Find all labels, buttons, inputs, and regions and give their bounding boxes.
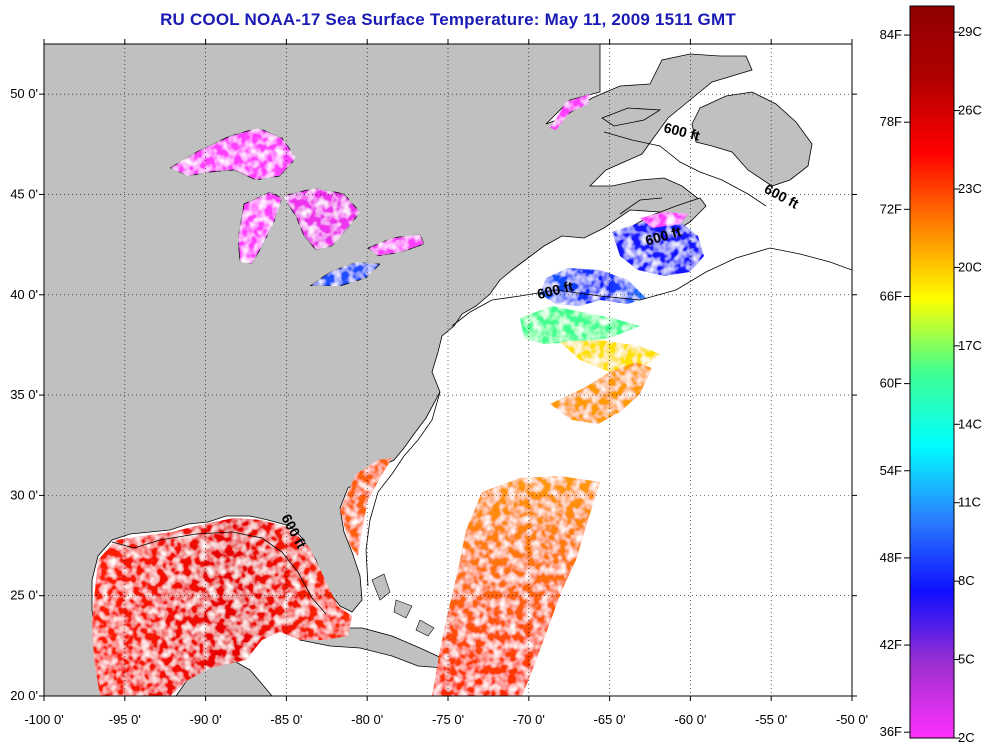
lat-tick-label: 35 0' (10, 387, 38, 402)
lon-tick-label: -80 0' (351, 712, 383, 727)
sst-gulf-stream-patch (550, 362, 652, 424)
lon-tick-label: -55 0' (755, 712, 787, 727)
lon-tick-label: -100 0' (24, 712, 63, 727)
land-bahamas (371, 573, 435, 637)
lat-tick-label: 20 0' (10, 688, 38, 703)
coordinate-grid (44, 44, 852, 696)
lake-huron (281, 187, 361, 251)
map-title: RU COOL NOAA-17 Sea Surface Temperature:… (160, 10, 736, 29)
lon-tick-label: -95 0' (109, 712, 141, 727)
lon-tick-label: -75 0' (432, 712, 464, 727)
sst-gulf-st-lawrence (640, 212, 688, 228)
lake-erie (308, 261, 381, 287)
land-north-america (44, 44, 753, 696)
lat-tick-label: 40 0' (10, 287, 38, 302)
lat-tick-label: 30 0' (10, 487, 38, 502)
sst-florida-east-coast (340, 458, 392, 556)
sst-scotian-shelf (612, 220, 704, 276)
sst-gulf-of-mexico (92, 518, 352, 696)
longitude-ticks: -100 0' -95 0' -90 0' -85 0' -80 0' -75 0' -70… (24, 39, 868, 727)
lat-tick-label: 25 0' (10, 588, 38, 603)
st-lawrence (550, 94, 590, 130)
lake-michigan (237, 191, 283, 265)
lon-tick-label: -85 0' (270, 712, 302, 727)
lon-tick-label: -50 0' (836, 712, 868, 727)
land-anticosti (601, 107, 662, 127)
lon-tick-label: -70 0' (513, 712, 545, 727)
lon-tick-label: -65 0' (594, 712, 626, 727)
latitude-ticks: 20 0' 25 0' 30 0' 35 0' 40 0' 45 0' 50 0' (10, 86, 857, 703)
lake-ontario (367, 233, 425, 257)
lat-tick-label: 50 0' (10, 86, 38, 101)
lon-tick-label: -60 0' (674, 712, 706, 727)
sst-gulf-of-maine (540, 268, 646, 306)
lon-tick-label: -90 0' (190, 712, 222, 727)
sst-mid-atlantic-shelf (520, 306, 640, 344)
lake-superior (169, 127, 297, 181)
land-newfoundland (691, 91, 813, 187)
sst-offshore-swath (432, 476, 600, 696)
lat-tick-label: 45 0' (10, 186, 38, 201)
